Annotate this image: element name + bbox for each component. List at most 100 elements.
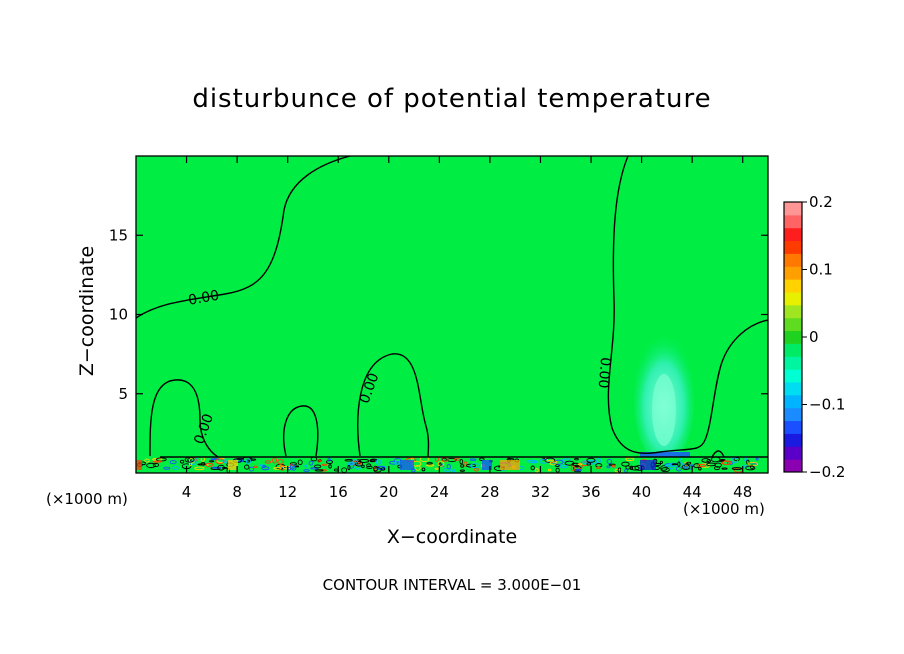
surface-scribble xyxy=(621,461,630,467)
surface-scribble xyxy=(479,457,485,461)
surface-scribble xyxy=(721,460,731,466)
cold-plume-inner xyxy=(652,374,676,446)
x-tick-label: 12 xyxy=(278,483,297,501)
surface-scribble xyxy=(221,467,228,470)
surface-scribble xyxy=(180,459,185,464)
surface-scribble xyxy=(375,459,382,465)
colorbar-swatch xyxy=(784,304,802,319)
surface-scribble xyxy=(731,457,739,463)
x-axis-label: X−coordinate xyxy=(386,526,518,548)
surface-scribble xyxy=(208,460,215,463)
surface-scribble xyxy=(669,467,673,470)
colorbar-swatch xyxy=(784,407,802,422)
surface-scribble xyxy=(222,459,227,463)
contour-top-right xyxy=(607,156,768,454)
surface-patch xyxy=(136,460,142,470)
surface-scribble xyxy=(146,462,156,469)
colorbar-labels: 0.2 0.1 0 −0.1 −0.2 xyxy=(802,193,845,481)
surface-scribble xyxy=(714,462,722,468)
surface-scribble xyxy=(463,461,468,467)
surface-scribble xyxy=(731,467,743,470)
colorbar-swatch xyxy=(784,394,802,409)
colorbar-swatch xyxy=(784,240,802,254)
surface-scribble xyxy=(244,464,250,470)
surface-scribble xyxy=(570,465,576,472)
colorbar-swatch xyxy=(784,227,802,242)
surface-scribble xyxy=(675,466,682,472)
contour-bump-2 xyxy=(283,405,319,457)
colorbar-swatch xyxy=(784,214,802,229)
surface-scribble xyxy=(586,457,596,463)
surface-scribble xyxy=(295,465,300,468)
x-unit-label-left: (×1000 m) xyxy=(46,490,128,508)
surface-scribble xyxy=(701,458,711,463)
surface-scribble xyxy=(586,460,597,465)
colorbar-swatch xyxy=(784,382,802,396)
surface-scribble xyxy=(681,464,691,470)
surface-scribble xyxy=(596,458,602,464)
contour-surface-spot xyxy=(711,450,725,458)
colorbar-swatch xyxy=(784,356,802,370)
surface-patch xyxy=(400,460,414,470)
surface-scribble xyxy=(452,468,456,473)
contour-label: 0.00 xyxy=(595,356,614,388)
colorbar-swatch xyxy=(784,292,802,306)
y-ticks: 5 10 15 xyxy=(109,226,768,403)
chart-title: disturbunce of potential temperature xyxy=(192,84,712,114)
surface-scribble xyxy=(303,469,310,472)
x-tick-label: 32 xyxy=(531,483,550,501)
surface-scribble xyxy=(696,463,707,467)
surface-scribble xyxy=(630,465,640,471)
colorbar-swatch xyxy=(784,253,802,267)
surface-scribble xyxy=(718,459,725,463)
contour-bump-1 xyxy=(149,379,219,458)
surface-scribble xyxy=(681,463,685,466)
contour-label: 0.00 xyxy=(187,288,220,309)
surface-scribble xyxy=(316,459,321,463)
colorbar-label: 0.2 xyxy=(809,193,833,211)
colorbar-swatch xyxy=(784,202,802,216)
surface-scribble xyxy=(596,466,601,470)
surface-scribble xyxy=(366,463,372,468)
surface-scribble xyxy=(327,458,331,462)
surface-scribble xyxy=(314,464,322,469)
x-tick-label: 36 xyxy=(581,483,600,501)
x-ticks: 4 8 12 16 20 24 28 32 36 40 44 48 xyxy=(182,156,752,501)
contour-interval-footer: CONTOUR INTERVAL = 3.000E−01 xyxy=(322,576,582,594)
surface-scribble xyxy=(155,457,167,462)
surface-scribble xyxy=(347,462,355,466)
surface-scribble xyxy=(348,463,355,469)
surface-scribble xyxy=(205,462,214,467)
surface-scribble xyxy=(453,458,460,461)
surface-noise xyxy=(136,456,759,473)
surface-scribble xyxy=(169,460,177,465)
surface-scribble xyxy=(714,466,721,471)
surface-scribble xyxy=(290,463,295,470)
surface-scribble xyxy=(617,467,622,473)
surface-scribble xyxy=(344,458,353,462)
surface-scribble xyxy=(319,469,328,472)
surface-scribble xyxy=(586,462,592,466)
surface-scribble xyxy=(328,464,332,469)
surface-scribble xyxy=(325,459,334,465)
surface-scribble xyxy=(415,465,421,471)
surface-scribble xyxy=(277,459,284,465)
surface-scribble xyxy=(747,462,759,467)
colorbar-swatch xyxy=(784,369,802,383)
surface-scribble xyxy=(264,460,271,464)
colorbar-swatch xyxy=(784,266,802,280)
surface-scribble xyxy=(539,458,549,464)
surface-scribble xyxy=(755,457,759,461)
surface-scribble xyxy=(547,468,552,472)
colorbar-swatch xyxy=(784,279,802,293)
surface-scribble xyxy=(535,468,539,473)
colorbar-swatch xyxy=(784,317,802,332)
contour-top-left xyxy=(136,156,351,319)
surface-patch xyxy=(482,460,492,470)
surface-scribble xyxy=(273,467,282,470)
surface-scribble xyxy=(659,460,663,464)
contour-bump-3 xyxy=(357,353,430,458)
surface-scribble xyxy=(473,467,479,472)
y-tick-label: 5 xyxy=(118,385,128,403)
colorbar-label: −0.2 xyxy=(809,463,845,481)
